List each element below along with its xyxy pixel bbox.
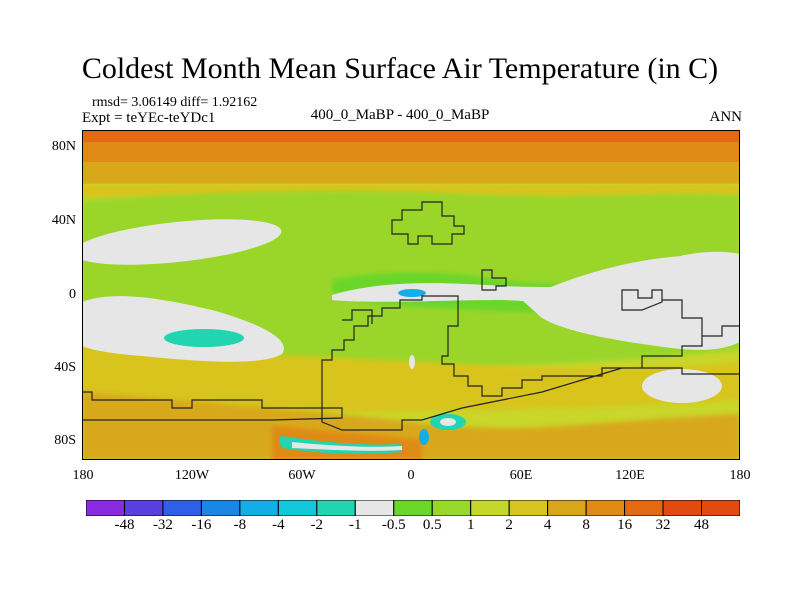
south-pacific-white-region bbox=[82, 296, 284, 362]
lon-label-120e: 120E bbox=[615, 468, 645, 483]
colorbar-box-13 bbox=[585, 500, 626, 516]
antarctic-cyan-spot bbox=[279, 436, 285, 446]
lat-label-80s: 80S bbox=[54, 433, 76, 448]
experiment-label: Expt = teYEc-teYDc1 bbox=[82, 110, 216, 126]
lon-label-180w: 180 bbox=[72, 468, 94, 483]
colorbar-box-10 bbox=[470, 500, 510, 516]
colorbar-box-9 bbox=[431, 500, 472, 516]
colorbar-label: 16 bbox=[617, 517, 633, 533]
colorbar-box-8 bbox=[393, 500, 433, 516]
lon-label-120w: 120W bbox=[174, 468, 210, 483]
colorbar-label: 48 bbox=[694, 517, 710, 533]
south-pacific-cyan-patch bbox=[164, 329, 244, 347]
colorbar-label: 8 bbox=[582, 517, 590, 533]
colorbar-box-3 bbox=[200, 500, 241, 516]
antarctic-white-strip bbox=[292, 442, 402, 451]
western-coast-outline bbox=[342, 309, 373, 324]
rmsd-diff-stats: rmsd= 3.06149 diff= 1.92162 bbox=[92, 95, 258, 110]
chart-title: Coldest Month Mean Surface Air Temperatu… bbox=[81, 52, 719, 85]
colorbar-label: 0.5 bbox=[422, 517, 442, 533]
lat-label-40n: 40N bbox=[51, 213, 76, 228]
colorbar-label: -16 bbox=[191, 517, 212, 533]
colorbar-label: 4 bbox=[543, 517, 552, 533]
small-island-outline bbox=[481, 269, 507, 291]
continent-outlines bbox=[82, 201, 740, 431]
period-subtitle: 400_0_MaBP - 400_0_MaBP bbox=[310, 107, 490, 123]
lat-label-80n: 80N bbox=[51, 139, 76, 154]
colorbar-label: 32 bbox=[655, 517, 671, 533]
north-pacific-white-region bbox=[82, 219, 282, 265]
colorbar-label: -0.5 bbox=[381, 517, 406, 533]
arctic-band-warm bbox=[82, 130, 740, 142]
lon-label-60w: 60W bbox=[288, 468, 316, 483]
eastern-island-outline bbox=[621, 289, 663, 311]
southern-orange-band bbox=[82, 392, 740, 460]
northern-landmass-outline bbox=[391, 201, 465, 245]
southern-white-dot bbox=[440, 418, 456, 426]
colorbar-box-14 bbox=[624, 500, 664, 516]
colorbar-box-12 bbox=[547, 500, 587, 516]
colorbar-box-11 bbox=[508, 500, 549, 516]
antarctic-blue-spot bbox=[419, 429, 429, 445]
equatorial-blue-patch bbox=[398, 289, 426, 297]
colorbar-box-2 bbox=[162, 500, 202, 516]
colorbar-label: 1 bbox=[466, 517, 475, 533]
lat-label-equator: 0 bbox=[69, 287, 76, 302]
lon-label-180e: 180 bbox=[729, 468, 751, 483]
colorbar-box-7 bbox=[354, 500, 395, 516]
colorbar-box-16 bbox=[701, 500, 740, 516]
colorbar-label: -1 bbox=[349, 517, 362, 533]
eastern-coast-outline bbox=[662, 299, 703, 336]
lon-label-60e: 60E bbox=[509, 468, 533, 483]
arctic-band-orange bbox=[82, 142, 740, 162]
colorbar-box-1 bbox=[123, 500, 164, 516]
mid-atlantic-white-spot bbox=[409, 355, 415, 369]
lon-label-0: 0 bbox=[407, 468, 415, 483]
southern-gold-band bbox=[82, 345, 740, 412]
season-label: ANN bbox=[709, 109, 743, 125]
south-indian-white-region bbox=[642, 369, 722, 403]
colorbar-box-5 bbox=[277, 500, 318, 516]
colorbar-box-15 bbox=[662, 500, 703, 516]
colorbar-label: -8 bbox=[233, 517, 247, 533]
map-frame bbox=[82, 130, 740, 460]
temperature-map bbox=[82, 130, 740, 460]
colorbar-box-6 bbox=[316, 500, 356, 516]
gondwana-outline bbox=[321, 295, 740, 431]
southern-continent-outline bbox=[82, 391, 343, 421]
colorbar-label: -32 bbox=[152, 517, 173, 533]
colorbar-label: -4 bbox=[272, 517, 285, 533]
colorbar bbox=[86, 500, 740, 516]
colorbar-box-0 bbox=[86, 500, 125, 516]
colorbar-label: -48 bbox=[114, 517, 135, 533]
subarctic-band bbox=[82, 162, 740, 184]
colorbar-label: -2 bbox=[310, 517, 324, 533]
colorbar-label: 2 bbox=[505, 517, 513, 533]
lat-label-40s: 40S bbox=[54, 360, 76, 375]
arabian-white-region bbox=[642, 251, 740, 280]
colorbar-box-4 bbox=[239, 500, 279, 516]
